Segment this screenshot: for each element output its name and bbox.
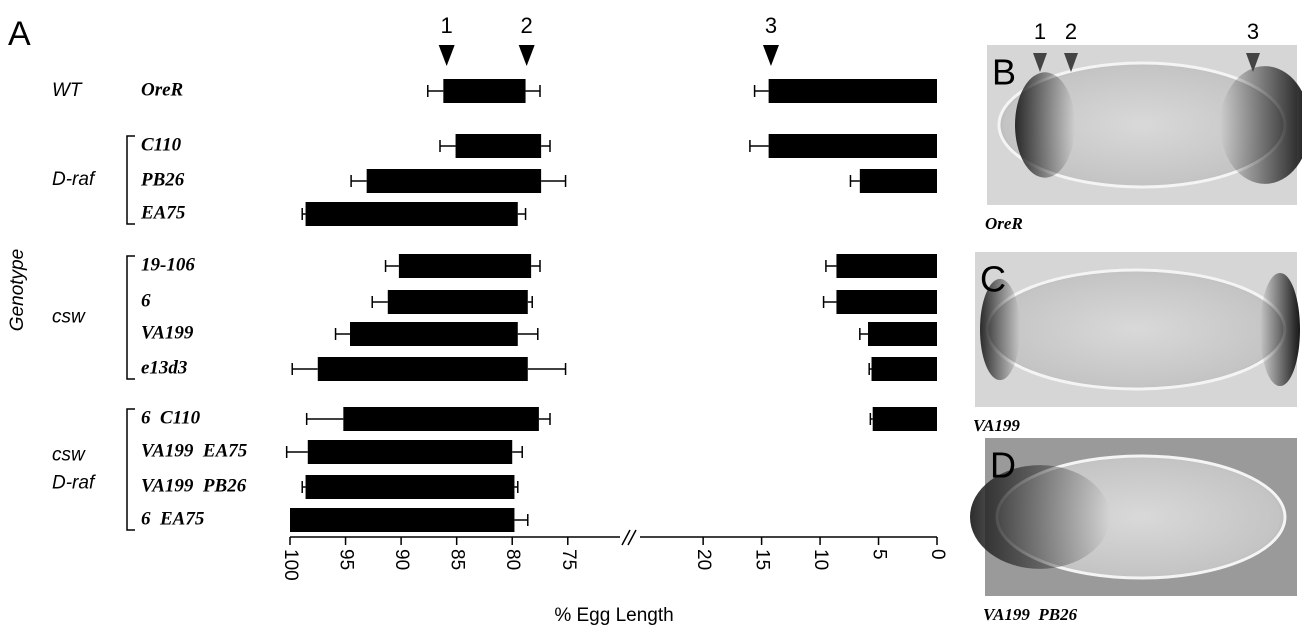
panel-caption: VA199 PB26 <box>983 605 1078 624</box>
anterior-bar <box>366 169 542 193</box>
posterior-bar <box>871 357 937 381</box>
genotype-label: C110 <box>141 134 182 155</box>
x-tick-label: 100 <box>280 549 301 581</box>
group-bracket <box>126 408 135 531</box>
anterior-bar <box>305 202 518 226</box>
genotype-label: 6 <box>141 290 151 311</box>
photo-marker-label: 3 <box>1247 19 1259 44</box>
posterior-bar <box>836 254 937 278</box>
x-tick-label: 20 <box>693 549 714 570</box>
group-label: csw <box>52 445 86 466</box>
photo-marker <box>1033 53 1047 72</box>
anterior-bar <box>343 407 539 431</box>
x-tick-label: 90 <box>391 549 412 570</box>
marker-label: 2 <box>521 13 533 38</box>
panel-caption: OreR <box>985 214 1023 233</box>
x-tick-label: 80 <box>502 549 523 570</box>
genotype-label: 6 EA75 <box>141 508 205 529</box>
photo-marker <box>1064 53 1078 72</box>
stain <box>980 278 1020 381</box>
panel-letter: B <box>992 52 1016 93</box>
x-tick-label: 95 <box>336 549 357 570</box>
genotype-label: e13d3 <box>141 357 187 378</box>
posterior-bar <box>872 407 937 431</box>
posterior-bar <box>868 322 937 346</box>
stain <box>1220 66 1302 184</box>
posterior-bar <box>768 134 937 158</box>
anterior-bar <box>455 134 542 158</box>
x-tick-label: 15 <box>752 549 773 570</box>
anterior-bar <box>307 440 513 464</box>
group-bracket <box>126 255 135 380</box>
panel-caption: VA199 <box>973 416 1020 435</box>
photo-marker-label: 2 <box>1065 19 1077 44</box>
panel-letter: D <box>990 445 1016 486</box>
photo-marker <box>1246 53 1260 72</box>
photo-marker-label: 1 <box>1034 19 1046 44</box>
anterior-bar <box>317 357 528 381</box>
group-label: csw <box>52 307 86 328</box>
embryo <box>985 268 1287 391</box>
anterior-bar <box>387 290 528 314</box>
genotype-label: 19-106 <box>141 254 195 275</box>
anterior-bar <box>305 475 515 499</box>
x-tick-label: 10 <box>810 549 831 570</box>
anterior-bar <box>290 508 515 532</box>
anterior-bar <box>350 322 518 346</box>
genotype-label: EA75 <box>140 202 186 223</box>
posterior-bar <box>836 290 937 314</box>
anterior-bar <box>443 79 526 103</box>
group-label: WT <box>52 80 83 101</box>
panel-letter: C <box>980 259 1006 300</box>
group-label: D-raf <box>52 169 96 190</box>
axis-break <box>621 529 637 546</box>
marker-label: 3 <box>765 13 777 38</box>
stain <box>1015 72 1075 178</box>
position-marker <box>518 45 535 66</box>
x-tick-label: 5 <box>869 549 890 560</box>
genotype-label: OreR <box>141 79 183 100</box>
group-bracket <box>126 135 135 225</box>
marker-label: 1 <box>441 13 453 38</box>
genotype-label: 6 C110 <box>141 407 201 428</box>
stain <box>1260 272 1300 387</box>
genotype-label: VA199 PB26 <box>141 475 247 496</box>
position-marker <box>438 45 455 66</box>
anterior-bar <box>398 254 532 278</box>
genotype-label: VA199 EA75 <box>141 440 248 461</box>
panel-letter: A <box>8 15 31 53</box>
stain <box>970 465 1110 569</box>
x-tick-label: 0 <box>927 549 948 560</box>
group-label: D-raf <box>52 473 96 494</box>
x-tick-label: 75 <box>558 549 579 570</box>
x-axis-label: % Egg Length <box>554 605 673 626</box>
y-axis-label: Genotype <box>7 249 28 331</box>
position-marker <box>762 45 779 66</box>
genotype-label: VA199 <box>141 322 194 343</box>
posterior-bar <box>768 79 937 103</box>
x-tick-label: 85 <box>447 549 468 570</box>
posterior-bar <box>859 169 937 193</box>
genotype-label: PB26 <box>140 169 185 190</box>
